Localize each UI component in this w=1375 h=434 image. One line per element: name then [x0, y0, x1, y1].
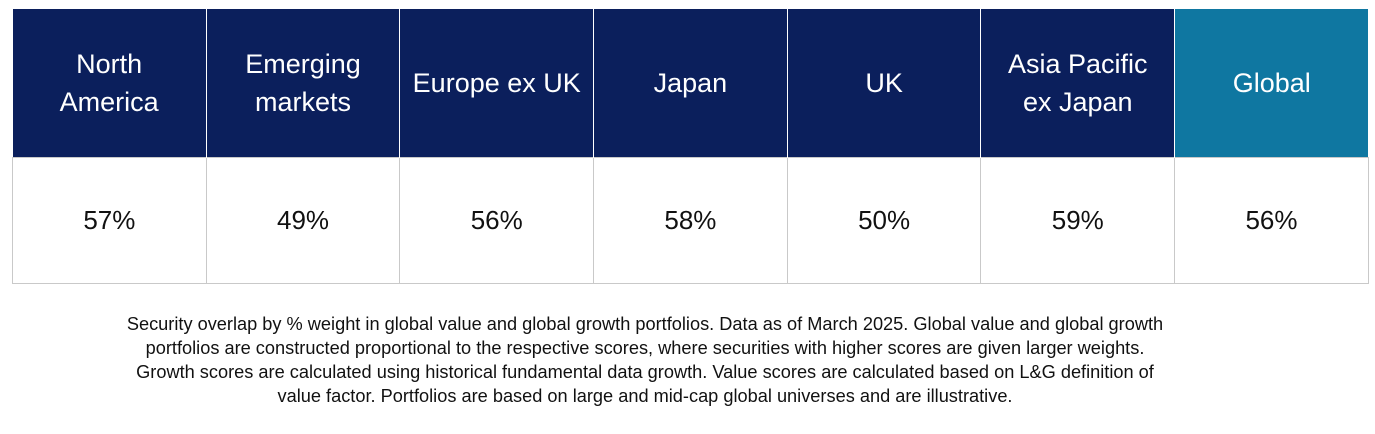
overlap-value-cell: 59% — [980, 156, 1176, 284]
column-header-label: North — [76, 48, 143, 79]
overlap-value-cell: 50% — [786, 156, 982, 284]
overlap-value-cell: 57% — [12, 156, 207, 284]
column-header-label: Asia Pacific — [1008, 48, 1148, 79]
column-header-label: Emerging — [245, 48, 361, 79]
column-header: Japan — [593, 9, 788, 157]
column-header-label: markets — [255, 86, 352, 117]
value-row: 57% 49% 56% 58% 50% 59% 56% — [12, 156, 1369, 284]
caption-line: value factor. Portfolios are based on la… — [277, 386, 1013, 406]
caption-line: Security overlap by % weight in global v… — [126, 314, 1164, 334]
column-header: Global — [1174, 9, 1369, 157]
overlap-value-cell: 56% — [399, 156, 595, 284]
overlap-value-cell: 58% — [593, 156, 788, 284]
column-header: UK — [786, 9, 982, 157]
caption-line: Growth scores are calculated using histo… — [136, 362, 1154, 382]
column-header: Asia Pacific ex Japan — [980, 9, 1176, 157]
overlap-value-cell: 49% — [205, 156, 401, 284]
header-row: North America Emerging markets Europe ex UK J… — [12, 9, 1369, 157]
column-header: North America — [12, 9, 207, 157]
caption-line: portfolios are constructed proportional … — [145, 338, 1145, 358]
column-header-label: America — [59, 86, 159, 117]
column-header: Europe ex UK — [399, 9, 595, 157]
overlap-value-cell: 56% — [1174, 156, 1369, 284]
column-header-label: UK — [865, 67, 903, 98]
column-header-label: Global — [1232, 67, 1311, 98]
column-header-label: Europe ex UK — [412, 67, 581, 98]
column-header-label: Japan — [653, 67, 728, 98]
overlap-table: North America Emerging markets Europe ex UK J… — [12, 9, 1369, 284]
caption: Security overlap by % weight in global v… — [0, 312, 1290, 408]
column-header-label: ex Japan — [1022, 86, 1133, 117]
column-header: Emerging markets — [205, 9, 401, 157]
